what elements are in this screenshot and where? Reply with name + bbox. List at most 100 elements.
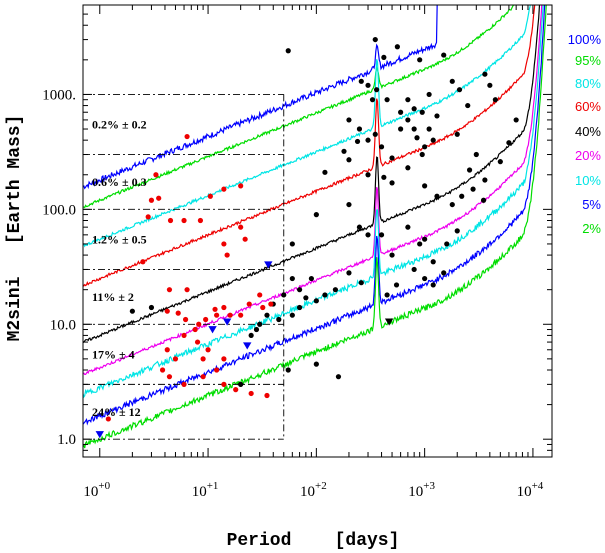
planet-point xyxy=(358,78,364,84)
x-tick-label: 10+3 xyxy=(408,480,435,500)
planet-point xyxy=(480,197,487,203)
planet-point xyxy=(393,282,400,288)
planet-point xyxy=(430,259,436,265)
planet-point xyxy=(422,236,428,242)
planet-point xyxy=(365,137,371,143)
upper-limit-marker xyxy=(208,326,217,334)
planet-point xyxy=(372,36,378,43)
planet-point xyxy=(492,97,498,103)
planet-point xyxy=(454,131,460,137)
planet-point xyxy=(303,295,309,301)
planet-point xyxy=(441,52,447,58)
planet-point-red xyxy=(248,390,254,397)
planet-point xyxy=(444,241,450,247)
planet-point xyxy=(346,117,352,123)
upper-limit-marker xyxy=(95,431,104,439)
planet-point-red xyxy=(140,259,146,265)
bin-label-1: 0.6% ± 0.3 xyxy=(92,175,147,189)
planet-point xyxy=(417,241,423,247)
planet-point xyxy=(430,137,436,143)
planet-point-red xyxy=(175,310,181,316)
planet-point xyxy=(482,71,488,77)
planet-point xyxy=(405,165,411,171)
planet-point xyxy=(358,280,364,286)
planet-point xyxy=(354,138,361,145)
detection-curve-2pct xyxy=(83,5,547,449)
planet-point xyxy=(405,97,411,103)
planet-point-red xyxy=(156,195,162,201)
planet-point-red xyxy=(207,193,213,199)
planet-point xyxy=(238,381,244,387)
legend: 100% 95% 80% 60% 40% 20% 10% 5% 2% xyxy=(568,32,602,236)
planet-point xyxy=(257,321,263,327)
planet-point xyxy=(313,212,319,218)
planet-point xyxy=(434,193,440,199)
planet-point-red xyxy=(181,332,187,339)
planet-point xyxy=(308,275,314,282)
legend-entry-100pct: 100% xyxy=(568,32,602,47)
planet-point-red xyxy=(200,374,206,380)
planet-point xyxy=(465,102,471,109)
planet-point-red xyxy=(148,197,155,203)
planet-point-red xyxy=(246,301,252,307)
upper-limit-marker xyxy=(384,318,394,326)
detection-curves xyxy=(83,5,547,449)
planet-point-red xyxy=(264,392,270,399)
planet-point xyxy=(365,232,371,238)
planet-point xyxy=(426,91,432,98)
planet-point xyxy=(356,224,363,230)
planet-point xyxy=(482,177,488,183)
planet-point xyxy=(513,117,519,123)
planet-point xyxy=(296,287,303,293)
legend-entry-60pct: 60% xyxy=(575,99,601,114)
legend-entry-20pct: 20% xyxy=(575,148,601,163)
planet-point-red xyxy=(105,416,111,422)
planet-point xyxy=(365,172,371,178)
planet-point xyxy=(313,298,319,304)
planet-point xyxy=(422,275,428,282)
planet-point xyxy=(253,326,260,333)
x-tick-label: 10+2 xyxy=(300,480,327,500)
x-tick-label: 10+1 xyxy=(192,480,219,500)
planet-point xyxy=(129,308,135,314)
planet-point-red xyxy=(260,304,266,311)
planet-point xyxy=(285,367,291,373)
planet-point xyxy=(456,87,463,93)
planet-point xyxy=(341,148,347,154)
planet-point xyxy=(506,140,512,146)
planet-point xyxy=(470,186,476,192)
planet-point xyxy=(449,201,455,208)
occurrence-bins: 0.2% ± 0.2 0.6% ± 0.3 1.2% ± 0.5 11% ± 2 17%… xyxy=(83,93,285,440)
planet-point xyxy=(289,241,295,247)
planet-point-red xyxy=(205,347,211,353)
planet-point xyxy=(378,232,385,238)
detection-curve-100pct xyxy=(83,5,438,190)
planet-point-red xyxy=(164,347,170,353)
planet-point-red xyxy=(172,356,179,362)
planet-point xyxy=(434,113,440,119)
planet-point-red xyxy=(196,321,202,327)
planet-point-red xyxy=(214,312,220,318)
upper-limit-marker xyxy=(243,342,252,350)
planet-point xyxy=(411,266,417,273)
planet-point-red xyxy=(238,224,244,230)
planet-point-red xyxy=(268,301,274,307)
planet-point xyxy=(384,97,390,103)
planet-point xyxy=(473,151,479,158)
planet-point xyxy=(281,292,287,298)
planet-point xyxy=(369,97,376,103)
planet-point xyxy=(405,117,411,123)
planet-point xyxy=(398,126,404,132)
y-tick-label: 100.0 xyxy=(42,202,76,218)
planet-point xyxy=(398,109,404,115)
planet-point xyxy=(335,374,342,380)
planet-point-red xyxy=(197,217,204,224)
planet-point-red xyxy=(181,381,187,387)
planet-point xyxy=(411,126,417,132)
planet-point xyxy=(405,224,411,230)
detection-curve-95pct xyxy=(83,5,516,209)
planet-point-red xyxy=(221,241,227,247)
y-tick-label: 1.0 xyxy=(57,432,76,448)
planet-point xyxy=(419,109,425,115)
planet-point xyxy=(373,87,380,93)
